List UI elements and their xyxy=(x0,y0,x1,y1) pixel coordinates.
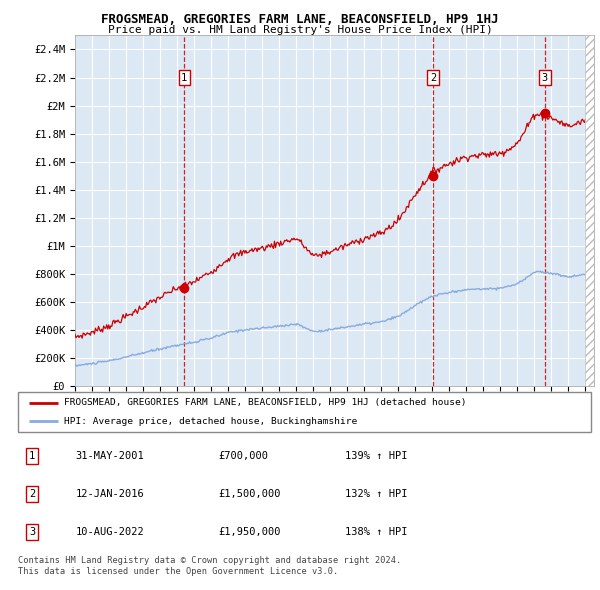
Text: 1: 1 xyxy=(181,73,187,83)
Text: HPI: Average price, detached house, Buckinghamshire: HPI: Average price, detached house, Buck… xyxy=(64,417,357,426)
Text: £1,500,000: £1,500,000 xyxy=(218,489,281,499)
Text: FROGSMEAD, GREGORIES FARM LANE, BEACONSFIELD, HP9 1HJ: FROGSMEAD, GREGORIES FARM LANE, BEACONSF… xyxy=(101,13,499,26)
FancyBboxPatch shape xyxy=(18,392,591,432)
Text: 139% ↑ HPI: 139% ↑ HPI xyxy=(344,451,407,461)
Text: FROGSMEAD, GREGORIES FARM LANE, BEACONSFIELD, HP9 1HJ (detached house): FROGSMEAD, GREGORIES FARM LANE, BEACONSF… xyxy=(64,398,466,408)
Text: 132% ↑ HPI: 132% ↑ HPI xyxy=(344,489,407,499)
Text: Contains HM Land Registry data © Crown copyright and database right 2024.
This d: Contains HM Land Registry data © Crown c… xyxy=(18,556,401,576)
Text: 138% ↑ HPI: 138% ↑ HPI xyxy=(344,527,407,537)
Text: 3: 3 xyxy=(542,73,548,83)
Text: 31-MAY-2001: 31-MAY-2001 xyxy=(76,451,144,461)
Text: 3: 3 xyxy=(29,527,35,537)
Text: 1: 1 xyxy=(29,451,35,461)
Text: 10-AUG-2022: 10-AUG-2022 xyxy=(76,527,144,537)
Text: 2: 2 xyxy=(430,73,436,83)
Text: 12-JAN-2016: 12-JAN-2016 xyxy=(76,489,144,499)
Text: 2: 2 xyxy=(29,489,35,499)
Text: £1,950,000: £1,950,000 xyxy=(218,527,281,537)
Text: Price paid vs. HM Land Registry's House Price Index (HPI): Price paid vs. HM Land Registry's House … xyxy=(107,25,493,35)
Text: £700,000: £700,000 xyxy=(218,451,269,461)
